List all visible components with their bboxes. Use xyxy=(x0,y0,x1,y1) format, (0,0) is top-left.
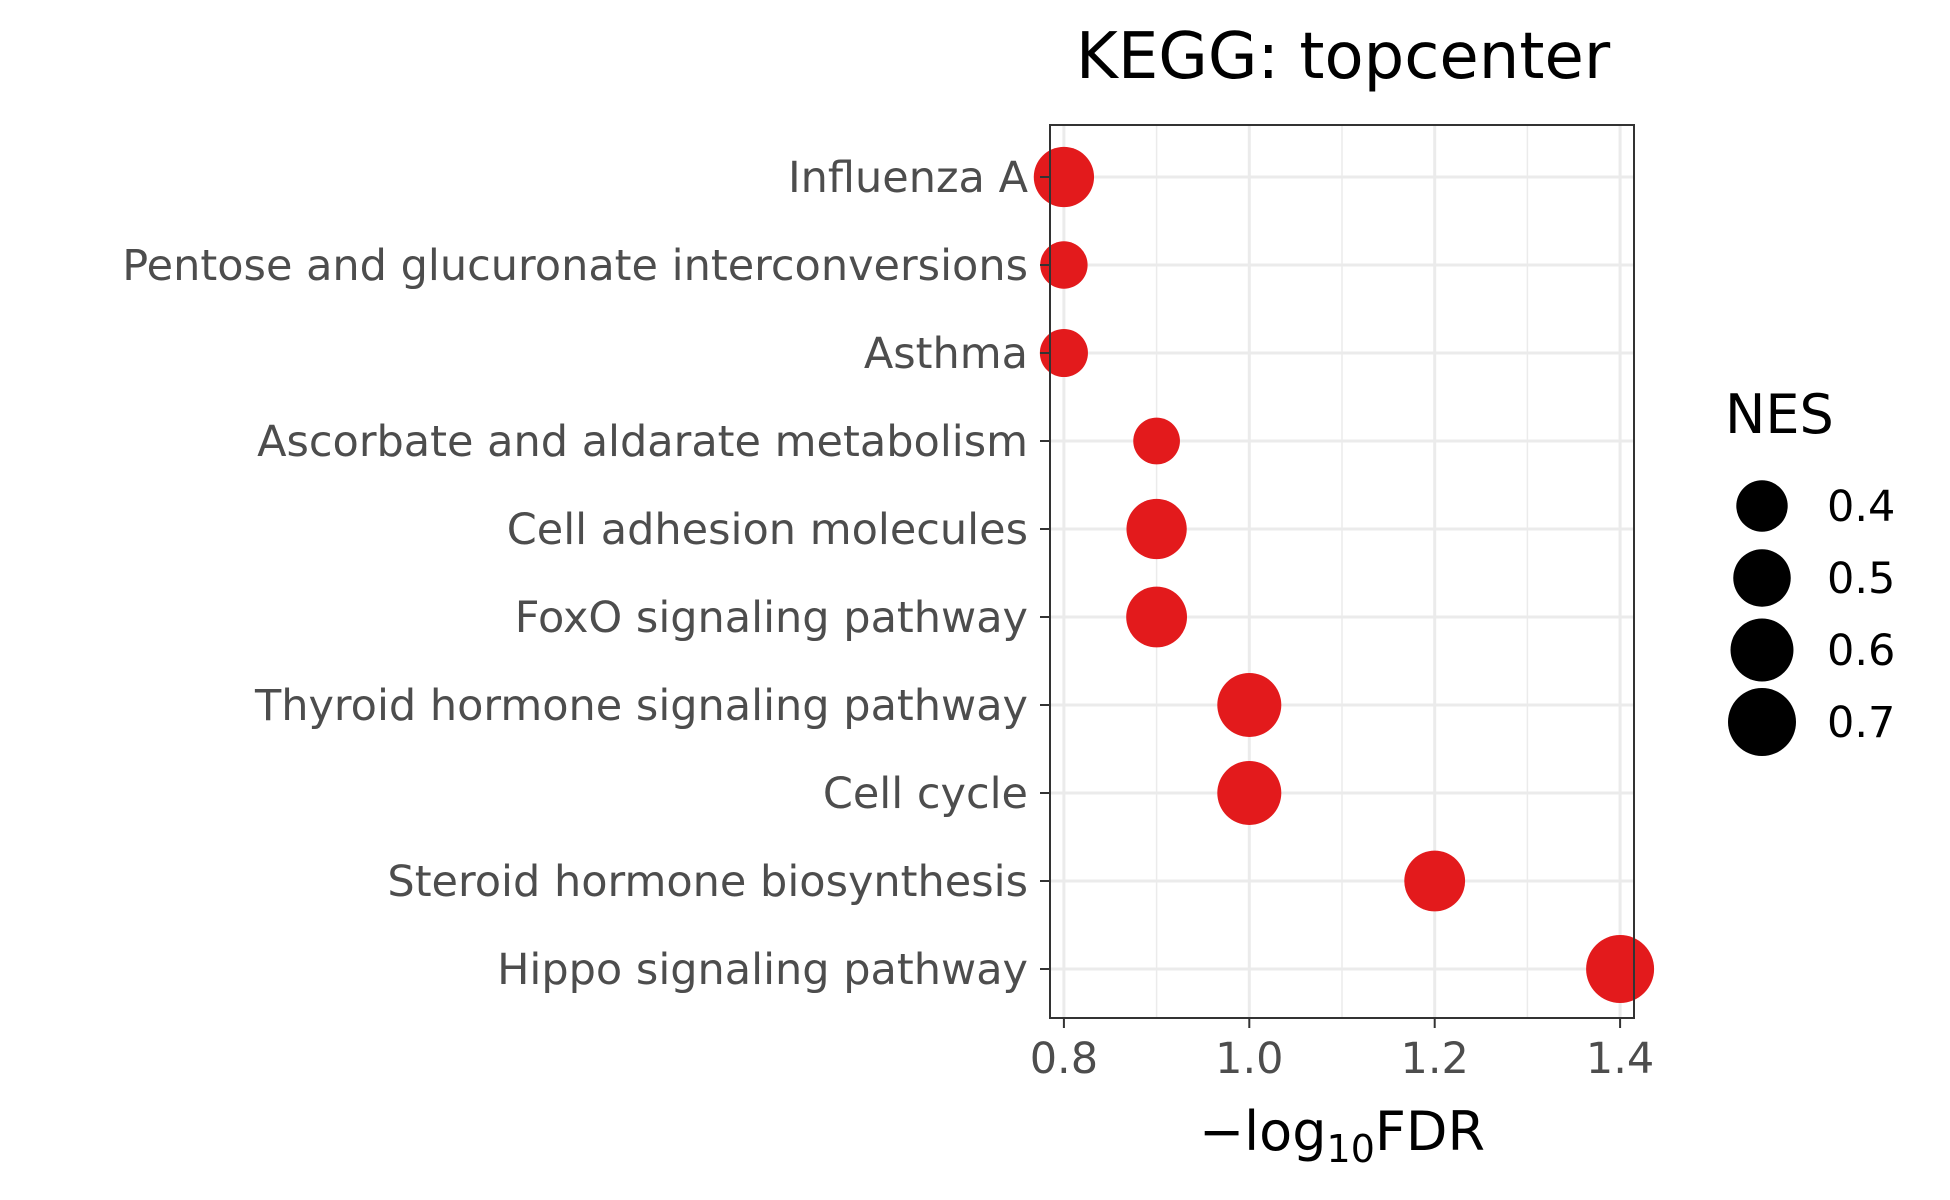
data-point xyxy=(1404,850,1466,912)
grid-major xyxy=(1050,125,1634,1018)
data-point xyxy=(1126,498,1187,560)
data-point xyxy=(1033,146,1095,208)
legend-key xyxy=(1730,618,1794,682)
chart-title: KEGG: topcenter xyxy=(1076,20,1611,94)
y-tick-label: Ascorbate and aldarate metabolism xyxy=(257,417,1028,467)
data-point xyxy=(1217,673,1282,737)
legend-label: 0.4 xyxy=(1827,482,1895,532)
data-point xyxy=(1126,586,1188,648)
x-axis: 0.8 1.0 1.2 1.4 xyxy=(1030,1018,1654,1084)
y-tick-label: Hippo signaling pathway xyxy=(497,945,1028,995)
y-axis: Influenza A Pentose and glucuronate inter… xyxy=(122,153,1050,995)
legend-key xyxy=(1733,549,1791,607)
x-axis-label-subscript: 10 xyxy=(1327,1127,1375,1171)
x-tick-label: 1.2 xyxy=(1401,1034,1469,1084)
legend: NES 0.4 0.5 0.6 0.7 xyxy=(1725,383,1895,756)
x-axis-label-suffix: FDR xyxy=(1375,1100,1485,1163)
x-tick-label: 1.4 xyxy=(1586,1034,1654,1084)
data-point xyxy=(1133,417,1180,465)
x-axis-label-prefix: −log xyxy=(1199,1100,1327,1163)
y-tick-label: FoxO signaling pathway xyxy=(515,593,1028,643)
data-point xyxy=(1040,241,1088,289)
grid-minor xyxy=(1155,125,1529,1018)
data-point xyxy=(1586,935,1655,1003)
legend-key xyxy=(1728,688,1796,756)
legend-label: 0.7 xyxy=(1827,698,1895,748)
y-tick-label: Steroid hormone biosynthesis xyxy=(387,857,1028,907)
x-tick-label: 1.0 xyxy=(1215,1034,1283,1084)
data-point xyxy=(1039,328,1088,378)
y-tick-label: Influenza A xyxy=(788,153,1029,203)
y-tick-label: Asthma xyxy=(864,329,1028,379)
x-axis-label: −log10FDR xyxy=(1199,1100,1485,1171)
x-tick-label: 0.8 xyxy=(1030,1034,1098,1084)
legend-label: 0.6 xyxy=(1827,626,1895,676)
legend-key xyxy=(1736,480,1788,532)
data-point xyxy=(1217,761,1282,825)
legend-items: 0.4 0.5 0.6 0.7 xyxy=(1728,480,1895,756)
legend-title: NES xyxy=(1725,383,1834,446)
y-tick-label: Pentose and glucuronate interconversions xyxy=(122,241,1028,291)
y-tick-label: Thyroid hormone signaling pathway xyxy=(254,681,1028,731)
data-points xyxy=(1033,146,1655,1003)
y-tick-label: Cell cycle xyxy=(823,769,1028,819)
legend-label: 0.5 xyxy=(1827,554,1895,604)
y-tick-label: Cell adhesion molecules xyxy=(507,505,1028,555)
plot-border xyxy=(1049,124,1635,1019)
